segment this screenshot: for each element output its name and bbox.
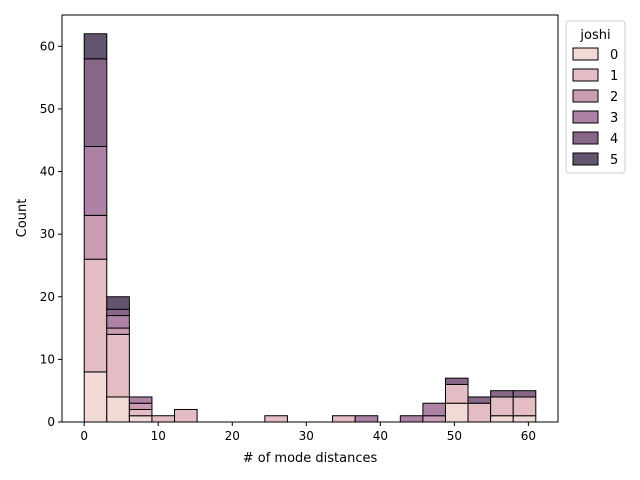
bar-segment-series-0-bin-16 xyxy=(444,402,469,423)
legend-label-2: 2 xyxy=(610,90,618,105)
legend-label-4: 4 xyxy=(610,132,618,147)
bar-segment-series-2-bin-0 xyxy=(83,214,108,260)
bar-segment-series-0-bin-18 xyxy=(490,415,514,423)
bar-segment-series-3-bin-2 xyxy=(128,396,153,404)
bar-segment-series-1-bin-3 xyxy=(151,415,176,423)
legend-label-0: 0 xyxy=(610,48,618,63)
bar-segment-series-1-bin-8 xyxy=(264,415,288,423)
bar-segment-series-0-bin-0 xyxy=(83,371,108,423)
bar-segment-series-2-bin-15 xyxy=(422,415,446,423)
x-tick-label: 10 xyxy=(151,429,166,443)
bar-segment-series-0-bin-2 xyxy=(128,415,153,423)
bar-segment-series-1-bin-16 xyxy=(444,383,469,404)
bar-segment-series-1-bin-0 xyxy=(83,258,108,373)
legend-swatch-0 xyxy=(572,47,599,61)
bar-segment-series-0-bin-1 xyxy=(106,396,130,423)
x-tick-label: 60 xyxy=(521,429,536,443)
bar-segment-series-3-bin-15 xyxy=(422,402,446,417)
legend-swatch-4 xyxy=(572,131,599,145)
bar-segment-series-3-bin-14 xyxy=(399,415,424,423)
y-tick-label: 30 xyxy=(40,227,55,241)
y-axis: 0 10 20 30 40 50 60 xyxy=(40,39,62,429)
legend-label-1: 1 xyxy=(610,69,618,84)
bar-segment-series-1-bin-4 xyxy=(174,408,198,423)
y-tick-label: 20 xyxy=(40,290,55,304)
legend-label-3: 3 xyxy=(610,111,618,126)
bar-segment-series-4-bin-18 xyxy=(490,390,514,398)
bar-segment-series-0-bin-19 xyxy=(512,415,537,423)
legend-swatch-1 xyxy=(572,68,599,82)
x-axis-label: # of mode distances xyxy=(243,451,378,466)
x-tick-label: 40 xyxy=(373,429,388,443)
bar-segment-series-3-bin-0 xyxy=(83,145,108,216)
bar-segment-series-1-bin-11 xyxy=(332,415,356,423)
bar-segment-series-1-bin-2 xyxy=(128,408,153,417)
y-tick-label: 60 xyxy=(40,39,55,53)
bar-segment-series-1-bin-19 xyxy=(512,396,537,417)
bar-segment-series-2-bin-1 xyxy=(106,327,130,335)
bars-layer xyxy=(83,33,537,423)
legend: joshi 0 1 2 3 4 5 xyxy=(565,20,626,174)
bar-segment-series-5-bin-1 xyxy=(106,296,130,310)
legend-title: joshi xyxy=(579,28,610,43)
legend-label-5: 5 xyxy=(610,153,618,168)
legend-swatch-2 xyxy=(572,89,599,103)
bar-segment-series-3-bin-1 xyxy=(106,315,130,329)
bar-segment-series-1-bin-1 xyxy=(106,333,130,398)
x-tick-label: 50 xyxy=(447,429,462,443)
bar-segment-series-4-bin-0 xyxy=(83,58,108,147)
y-axis-label: Count xyxy=(15,199,30,238)
bar-segment-series-1-bin-17 xyxy=(467,402,492,423)
y-tick-label: 0 xyxy=(47,415,55,429)
y-tick-label: 40 xyxy=(40,165,55,179)
bar-segment-series-4-bin-1 xyxy=(106,308,130,317)
legend-items: 0 1 2 3 4 5 xyxy=(572,47,618,168)
plot-frame xyxy=(61,14,559,423)
x-tick-label: 30 xyxy=(299,429,314,443)
y-tick-label: 50 xyxy=(40,102,55,116)
bar-segment-series-4-bin-16 xyxy=(444,377,469,385)
bar-segment-series-3-bin-12 xyxy=(354,415,379,423)
bar-segment-series-4-bin-17 xyxy=(467,396,492,404)
y-tick-label: 10 xyxy=(40,352,55,366)
legend-swatch-5 xyxy=(572,152,599,166)
bar-segment-series-4-bin-19 xyxy=(512,390,537,398)
x-tick-label: 0 xyxy=(80,429,88,443)
bar-segment-series-1-bin-18 xyxy=(490,396,514,417)
x-tick-label: 20 xyxy=(225,429,240,443)
x-axis: 0 10 20 30 40 50 60 xyxy=(80,422,536,443)
bar-segment-series-2-bin-2 xyxy=(128,402,153,410)
legend-swatch-3 xyxy=(572,110,599,124)
bar-segment-series-5-bin-0 xyxy=(83,33,108,60)
